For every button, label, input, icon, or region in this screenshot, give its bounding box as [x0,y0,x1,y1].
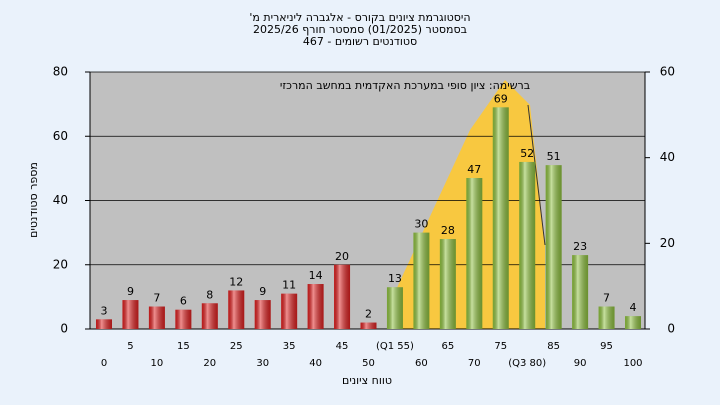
x-tick-label: (Q3 80) [508,358,546,369]
y-axis-label: מספר סטודנטים [27,162,40,238]
x-tick-label: 65 [441,341,454,352]
value-label: 2 [365,308,372,321]
chart-title: היסטוגרמת ציונים בקורס - אלגברה ליניארית… [249,11,470,24]
bar-shine [281,293,298,329]
annotation: ברשימה: ציון סופי במערכת האקדמית במחשב ה… [280,79,530,92]
x-tick-label: 0 [101,358,107,369]
x-tick-label: 70 [468,358,481,369]
value-label: 4 [630,301,637,314]
x-tick-label: 100 [623,358,642,369]
value-label: 7 [603,292,610,305]
value-label: 69 [494,92,508,105]
value-label: 6 [180,295,187,308]
value-label: 51 [547,150,561,163]
x-tick-label: 25 [230,341,243,352]
value-label: 52 [520,147,534,160]
bar-shine [466,178,483,329]
bar-shine [598,306,615,329]
value-label: 9 [127,285,134,298]
x-axis-label: טווח ציונים [342,374,392,387]
x-tick-label: 40 [309,358,322,369]
value-label: 8 [206,288,213,301]
x-tick-label: 35 [283,341,296,352]
y-tick-label: 60 [53,129,68,143]
value-label: 12 [229,275,243,288]
y2-tick-label: 20 [660,236,675,250]
chart-subtitle: בסמסטר (01/2025) סמסטר חורף 2025/26 [253,23,467,36]
value-label: 20 [335,250,349,263]
bar-shine [413,232,430,329]
bar-shine [545,165,562,329]
value-label: 13 [388,272,402,285]
x-tick-label: 5 [127,341,133,352]
x-tick-label: 50 [362,358,375,369]
y-tick-label: 40 [53,193,68,207]
bar-shine [122,300,139,329]
x-tick-label: 10 [151,358,164,369]
x-tick-label: 85 [547,341,560,352]
bar-shine [228,290,245,329]
x-tick-label: (Q1 55) [376,341,414,352]
bar-shine [360,322,377,329]
x-tick-label: 15 [177,341,190,352]
value-label: 30 [414,218,428,231]
y-tick-label: 80 [53,65,68,79]
bar-shine [492,107,509,330]
bar-shine [334,264,351,329]
y-tick-label: 0 [60,322,68,336]
y2-tick-label: 40 [660,150,675,164]
y2-tick-label: 0 [667,322,675,336]
bar-shine [625,316,641,329]
bar-shine [254,300,271,329]
bar-shine [519,161,536,329]
x-tick-label: 75 [494,341,507,352]
x-tick-label: 45 [336,341,349,352]
value-label: 9 [259,285,266,298]
bar-shine [572,255,589,329]
x-tick-label: 30 [256,358,269,369]
x-tick-label: 90 [574,358,587,369]
value-label: 23 [573,240,587,253]
bar-shine [175,309,192,329]
bar-shine [439,239,456,329]
y-tick-label: 20 [53,257,68,271]
x-tick-label: 95 [600,341,613,352]
bar-shine [201,303,218,329]
bar-shine [386,287,403,329]
y2-tick-label: 60 [660,65,675,79]
value-label: 11 [282,279,296,292]
bar-shine [307,284,324,329]
bar-shine [96,319,112,329]
chart-subtitle: סטודנטים רשומים - 467 [303,35,417,48]
value-label: 3 [101,304,108,317]
quartile-line [527,104,546,246]
x-tick-label: 20 [203,358,216,369]
value-label: 7 [153,292,160,305]
bar-shine [148,306,165,329]
value-label: 47 [467,163,481,176]
value-label: 28 [441,224,455,237]
x-tick-label: 60 [415,358,428,369]
value-label: 14 [309,269,323,282]
